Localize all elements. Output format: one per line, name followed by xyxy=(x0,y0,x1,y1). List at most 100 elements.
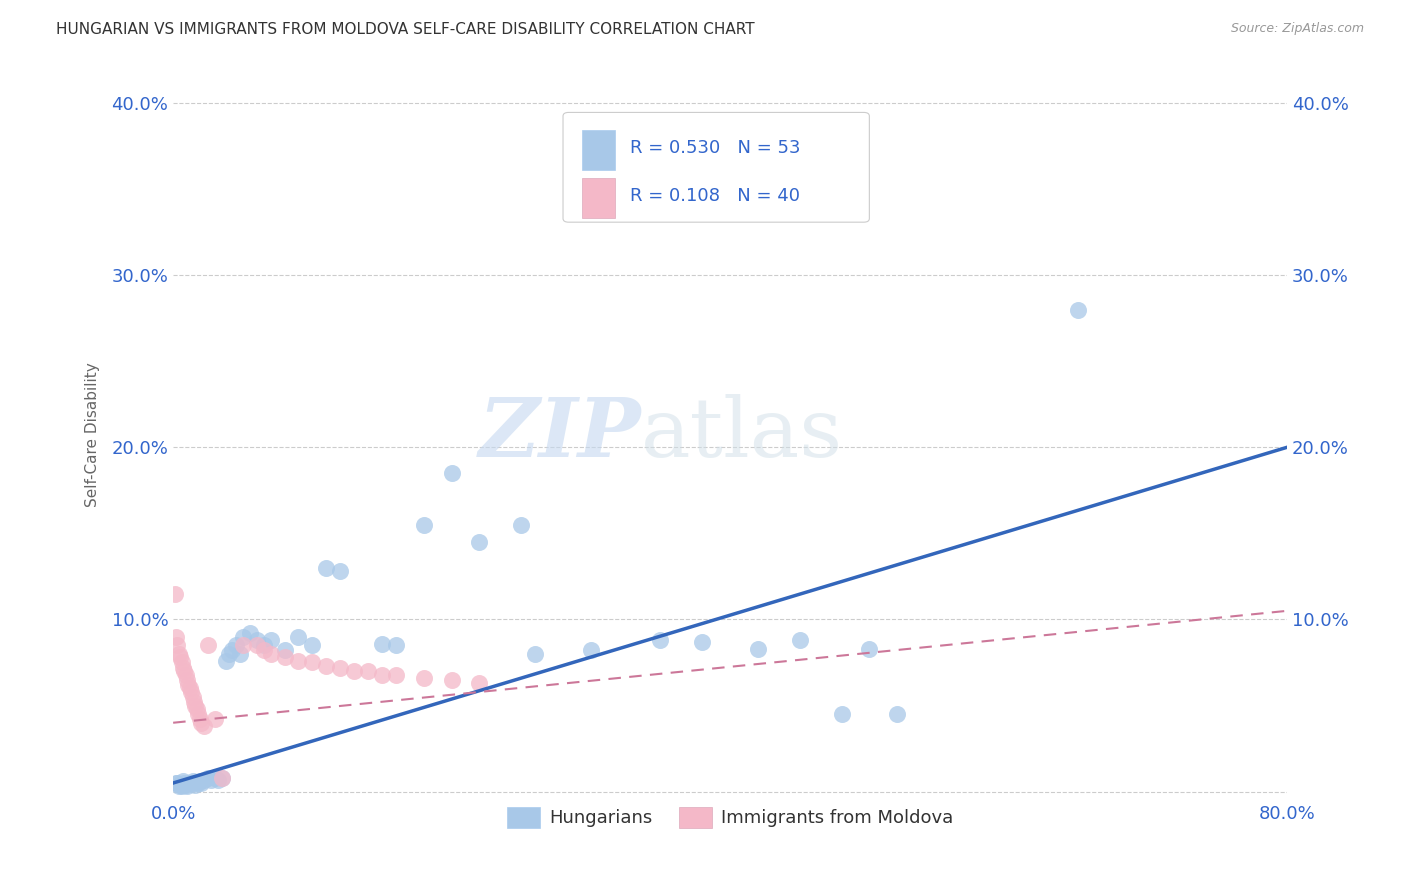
Point xyxy=(215,654,238,668)
Point xyxy=(273,643,295,657)
Point xyxy=(193,772,215,787)
Point xyxy=(440,466,463,480)
Point xyxy=(357,664,380,678)
Point xyxy=(329,564,352,578)
Point xyxy=(273,650,295,665)
Point xyxy=(232,638,254,652)
Point xyxy=(181,774,204,789)
Text: HUNGARIAN VS IMMIGRANTS FROM MOLDOVA SELF-CARE DISABILITY CORRELATION CHART: HUNGARIAN VS IMMIGRANTS FROM MOLDOVA SEL… xyxy=(56,22,755,37)
Point xyxy=(179,681,201,696)
Point xyxy=(190,715,212,730)
Point xyxy=(170,656,193,670)
Text: ZIP: ZIP xyxy=(478,394,641,475)
FancyBboxPatch shape xyxy=(582,178,616,219)
Point xyxy=(253,643,276,657)
Point xyxy=(229,647,252,661)
Point xyxy=(246,638,269,652)
Point xyxy=(440,673,463,687)
Point xyxy=(200,772,222,787)
Point xyxy=(204,771,226,785)
Point xyxy=(468,676,491,690)
Point xyxy=(166,776,188,790)
Point xyxy=(207,772,229,787)
Point xyxy=(172,774,194,789)
Point xyxy=(287,630,309,644)
Point xyxy=(287,654,309,668)
Point xyxy=(232,630,254,644)
Point xyxy=(259,633,281,648)
Point xyxy=(211,771,233,785)
Point xyxy=(169,778,191,792)
Point xyxy=(1067,302,1090,317)
Point xyxy=(174,667,197,681)
Point xyxy=(188,712,211,726)
Point xyxy=(179,776,201,790)
Point xyxy=(183,695,205,709)
Text: R = 0.108   N = 40: R = 0.108 N = 40 xyxy=(630,187,800,205)
Point xyxy=(169,650,191,665)
Point xyxy=(174,778,197,792)
Point xyxy=(468,535,491,549)
Point xyxy=(183,776,205,790)
Point xyxy=(650,633,672,648)
Point xyxy=(371,667,394,681)
Point xyxy=(165,776,187,790)
Point xyxy=(173,776,195,790)
Point xyxy=(747,641,769,656)
Point xyxy=(221,643,243,657)
Point xyxy=(188,774,211,789)
Y-axis label: Self-Care Disability: Self-Care Disability xyxy=(86,362,100,507)
Point xyxy=(197,638,219,652)
Point xyxy=(166,638,188,652)
Point xyxy=(170,780,193,794)
Point xyxy=(225,638,247,652)
Point xyxy=(412,517,434,532)
Point xyxy=(186,702,208,716)
Point xyxy=(510,517,533,532)
Point xyxy=(315,561,337,575)
Point xyxy=(163,586,186,600)
Point xyxy=(204,712,226,726)
Point xyxy=(176,780,198,794)
Point xyxy=(315,659,337,673)
Point xyxy=(184,698,207,713)
Point xyxy=(167,647,190,661)
Point xyxy=(187,707,209,722)
Point xyxy=(301,656,323,670)
Point xyxy=(301,638,323,652)
FancyBboxPatch shape xyxy=(562,112,869,222)
Point xyxy=(180,685,202,699)
Point xyxy=(385,638,408,652)
Point xyxy=(172,660,194,674)
Point xyxy=(187,776,209,790)
Point xyxy=(253,638,276,652)
Point xyxy=(218,647,240,661)
Point xyxy=(858,641,880,656)
Point xyxy=(831,707,853,722)
Text: Source: ZipAtlas.com: Source: ZipAtlas.com xyxy=(1230,22,1364,36)
Legend: Hungarians, Immigrants from Moldova: Hungarians, Immigrants from Moldova xyxy=(501,800,960,835)
Point xyxy=(343,664,366,678)
Point xyxy=(385,667,408,681)
Point xyxy=(176,673,198,687)
Point xyxy=(173,664,195,678)
Point xyxy=(193,719,215,733)
Point xyxy=(177,678,200,692)
Point xyxy=(246,633,269,648)
Text: atlas: atlas xyxy=(641,394,844,475)
Text: R = 0.530   N = 53: R = 0.530 N = 53 xyxy=(630,139,800,157)
FancyBboxPatch shape xyxy=(582,130,616,170)
Point xyxy=(167,780,190,794)
Point xyxy=(211,771,233,785)
Point xyxy=(579,643,602,657)
Point xyxy=(329,660,352,674)
Point xyxy=(197,771,219,785)
Point xyxy=(886,707,908,722)
Point xyxy=(412,671,434,685)
Point xyxy=(181,690,204,704)
Point xyxy=(524,647,547,661)
Point xyxy=(259,647,281,661)
Point xyxy=(190,776,212,790)
Point xyxy=(789,633,811,648)
Point xyxy=(184,778,207,792)
